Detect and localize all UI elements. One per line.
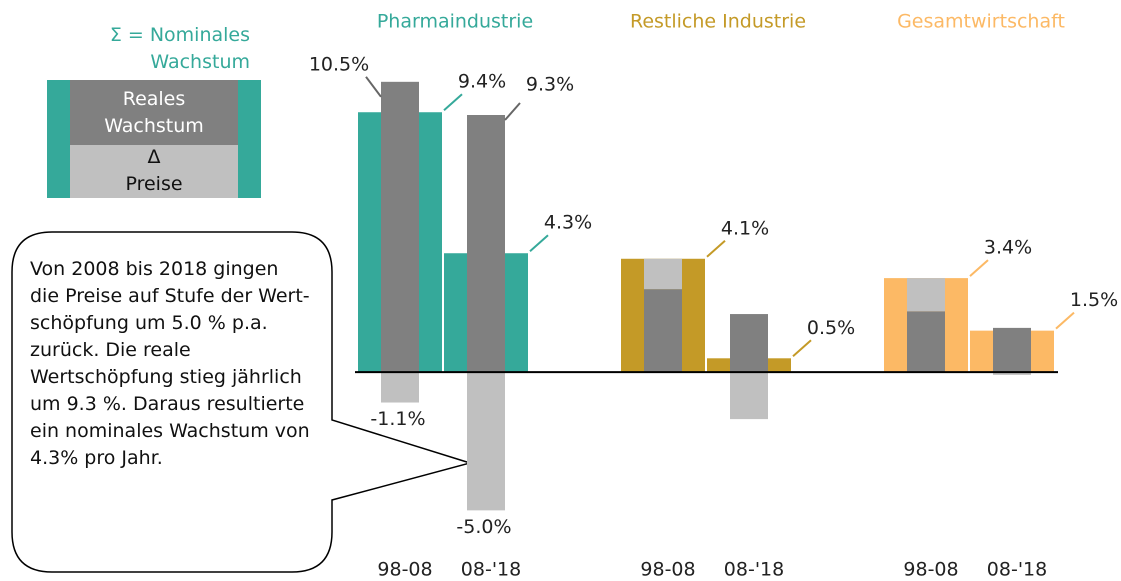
value-label: 0.5%: [807, 317, 855, 339]
bar-real: [381, 81, 419, 373]
group-title: Gesamtwirtschaft: [897, 11, 1065, 33]
bar-real: [644, 289, 682, 373]
x-tick-label: 98-08: [377, 559, 432, 581]
x-tick-label: 08-'18: [724, 559, 784, 581]
leader-line: [504, 102, 521, 121]
value-label: 4.3%: [544, 212, 592, 234]
group-title: Pharmaindustrie: [377, 11, 533, 33]
bar-price: [467, 372, 505, 511]
group-title: Restliche Industrie: [630, 11, 806, 33]
bar-real: [730, 314, 768, 373]
x-tick-label: 08-'18: [461, 559, 521, 581]
bar-real: [907, 311, 945, 373]
x-tick-label: 98-08: [903, 559, 958, 581]
leader-line: [529, 234, 549, 252]
value-label: 1.5%: [1070, 289, 1118, 311]
callout-bubble: [11, 231, 473, 573]
legend-price-swatch: [70, 145, 238, 198]
value-label: 4.1%: [721, 217, 769, 239]
value-label: 9.4%: [458, 71, 506, 93]
legend-nominal: Σ = Nominales Wachstum: [109, 24, 250, 73]
value-label: -1.1%: [370, 408, 425, 430]
value-label: 3.4%: [984, 237, 1032, 259]
callout-text: Von 2008 bis 2018 gingen die Preise auf …: [30, 258, 310, 469]
bar-price: [644, 258, 682, 290]
leader-line: [365, 76, 382, 98]
bar-real: [993, 327, 1031, 373]
legend-price: Δ Preise: [125, 146, 183, 195]
bar-price: [907, 278, 945, 312]
value-label: 9.3%: [526, 74, 574, 96]
x-tick-label: 98-08: [640, 559, 695, 581]
x-tick-label: 08-'18: [987, 559, 1047, 581]
leader-line: [706, 240, 726, 258]
leader-line: [969, 259, 989, 277]
bar-price: [730, 372, 768, 420]
leader-line: [1055, 311, 1075, 330]
bar-price: [993, 372, 1031, 375]
bar-real: [467, 115, 505, 373]
leader-line: [792, 339, 812, 358]
leader-line: [443, 93, 463, 111]
legend-real: Reales Wachstum: [104, 88, 204, 137]
legend-real-swatch: [70, 80, 238, 145]
value-label: -5.0%: [456, 516, 511, 538]
value-label: 10.5%: [309, 53, 369, 75]
bar-price: [381, 372, 419, 403]
